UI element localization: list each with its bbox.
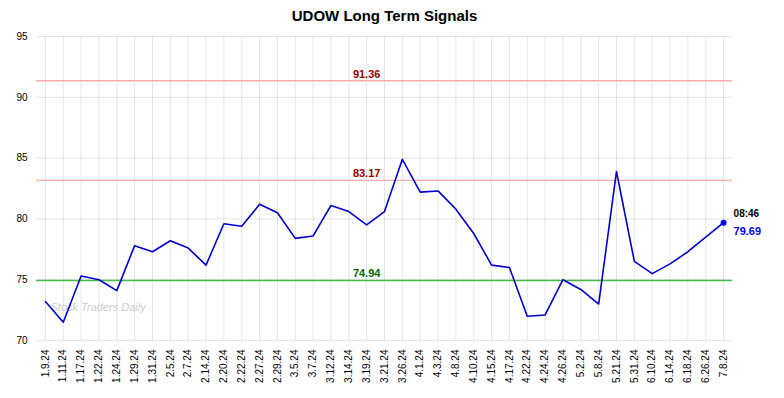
svg-text:3.14.24: 3.14.24 xyxy=(343,349,354,383)
svg-text:4.8.24: 4.8.24 xyxy=(450,349,461,377)
svg-text:3.26.24: 3.26.24 xyxy=(397,349,408,383)
svg-text:1.29.24: 1.29.24 xyxy=(129,349,140,383)
svg-text:2.20.24: 2.20.24 xyxy=(218,349,229,383)
svg-text:UDOW Long Term Signals: UDOW Long Term Signals xyxy=(292,7,478,24)
svg-text:4.17.24: 4.17.24 xyxy=(504,349,515,383)
svg-text:1.9.24: 1.9.24 xyxy=(40,349,51,377)
svg-text:1.11.24: 1.11.24 xyxy=(57,349,68,382)
svg-text:5.8.24: 5.8.24 xyxy=(593,349,604,377)
svg-text:4.10.24: 4.10.24 xyxy=(468,349,479,383)
svg-text:4.22.24: 4.22.24 xyxy=(521,349,532,383)
svg-text:4.3.24: 4.3.24 xyxy=(432,349,443,377)
svg-text:80: 80 xyxy=(16,213,28,224)
svg-text:1.17.24: 1.17.24 xyxy=(75,349,86,383)
svg-text:1.31.24: 1.31.24 xyxy=(147,349,158,383)
svg-text:08:46: 08:46 xyxy=(734,208,760,219)
svg-text:6.10.24: 6.10.24 xyxy=(646,349,657,383)
svg-text:6.18.24: 6.18.24 xyxy=(682,349,693,383)
svg-text:5.2.24: 5.2.24 xyxy=(575,349,586,377)
svg-text:7.8.24: 7.8.24 xyxy=(718,349,729,377)
svg-text:1.24.24: 1.24.24 xyxy=(111,349,122,383)
svg-text:Stock Traders Daily: Stock Traders Daily xyxy=(51,301,148,313)
svg-text:3.19.24: 3.19.24 xyxy=(361,349,372,383)
svg-text:70: 70 xyxy=(16,335,28,346)
svg-text:4.26.24: 4.26.24 xyxy=(557,349,568,383)
svg-text:2.29.24: 2.29.24 xyxy=(272,349,283,383)
svg-text:2.14.24: 2.14.24 xyxy=(200,349,211,383)
svg-text:5.21.24: 5.21.24 xyxy=(611,349,622,383)
svg-text:1.22.24: 1.22.24 xyxy=(93,349,104,383)
svg-text:4.24.24: 4.24.24 xyxy=(539,349,550,383)
svg-text:95: 95 xyxy=(16,31,28,42)
svg-text:4.15.24: 4.15.24 xyxy=(486,349,497,383)
svg-text:2.7.24: 2.7.24 xyxy=(182,349,193,377)
svg-text:3.7.24: 3.7.24 xyxy=(307,349,318,377)
svg-text:5.31.24: 5.31.24 xyxy=(629,349,640,383)
svg-text:85: 85 xyxy=(16,152,28,163)
svg-text:3.5.24: 3.5.24 xyxy=(289,349,300,377)
svg-text:83.17: 83.17 xyxy=(353,167,381,179)
svg-text:75: 75 xyxy=(16,274,28,285)
svg-text:6.14.24: 6.14.24 xyxy=(664,349,675,383)
svg-text:3.21.24: 3.21.24 xyxy=(379,349,390,383)
svg-text:79.69: 79.69 xyxy=(734,225,762,237)
svg-text:3.12.24: 3.12.24 xyxy=(325,349,336,383)
svg-text:2.5.24: 2.5.24 xyxy=(165,349,176,377)
svg-text:4.1.24: 4.1.24 xyxy=(414,349,425,377)
svg-text:74.94: 74.94 xyxy=(353,267,381,279)
svg-text:2.22.24: 2.22.24 xyxy=(236,349,247,383)
svg-text:91.36: 91.36 xyxy=(353,68,381,80)
svg-text:90: 90 xyxy=(16,92,28,103)
svg-text:2.27.24: 2.27.24 xyxy=(254,349,265,383)
svg-text:6.26.24: 6.26.24 xyxy=(700,349,711,383)
